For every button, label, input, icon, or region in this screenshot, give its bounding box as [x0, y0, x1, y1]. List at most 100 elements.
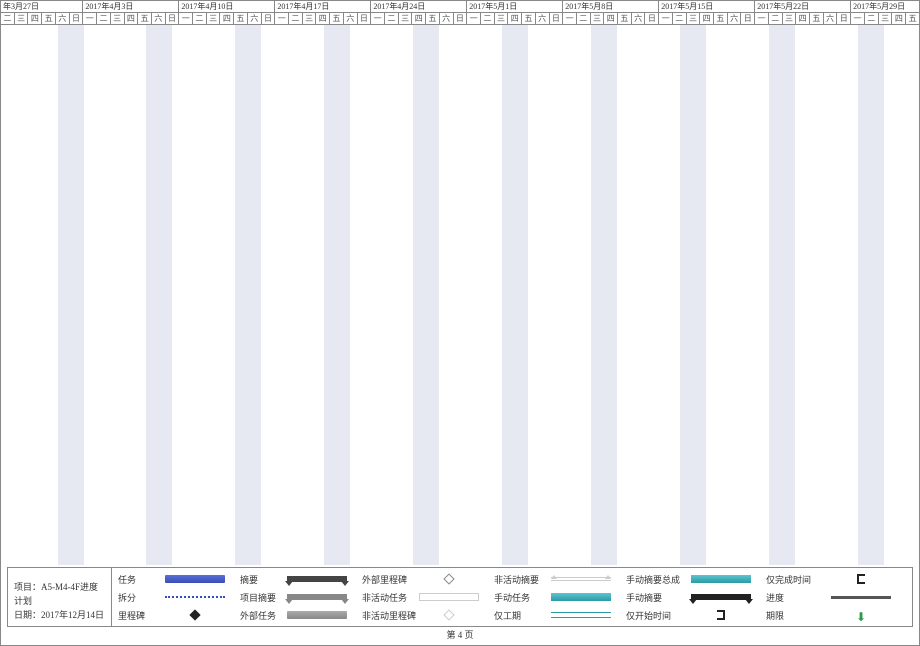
- day-cell: 六: [56, 13, 70, 25]
- day-cell: 二: [97, 13, 111, 25]
- weekend-stripe: [769, 25, 795, 565]
- week-column: 2017年5月1日一二三四五六日: [467, 1, 563, 24]
- day-cell: 二: [1, 13, 15, 25]
- weekend-stripe: [680, 25, 706, 565]
- legend-label-ext-task: 外部任务: [240, 609, 282, 622]
- day-cell: 一: [851, 13, 865, 25]
- legend-label-deadline: 期限: [766, 609, 826, 622]
- day-cell: 五: [906, 13, 919, 25]
- day-cell: 一: [467, 13, 481, 25]
- day-cell: 日: [70, 13, 83, 25]
- day-cell: 五: [810, 13, 824, 25]
- day-cell: 六: [728, 13, 742, 25]
- day-cell: 五: [330, 13, 344, 25]
- project-summary-icon: [287, 594, 347, 600]
- day-cell: 一: [755, 13, 769, 25]
- external-task-icon: [287, 611, 347, 619]
- day-cell: 六: [824, 13, 838, 25]
- day-cell: 五: [618, 13, 632, 25]
- day-cell: 五: [426, 13, 440, 25]
- day-cell: 二: [769, 13, 783, 25]
- day-cell: 六: [440, 13, 454, 25]
- day-cell: 三: [111, 13, 125, 25]
- day-cell: 四: [892, 13, 906, 25]
- legend-label-summary: 摘要: [240, 573, 282, 586]
- day-cell: 三: [15, 13, 29, 25]
- legend-label-ext-ms: 外部里程碑: [362, 573, 414, 586]
- week-label: 2017年5月8日: [563, 1, 658, 13]
- timeline-header: 年3月27日二三四五六日2017年4月3日一二三四五六日2017年4月10日一二…: [1, 1, 919, 25]
- week-label: 年3月27日: [1, 1, 82, 13]
- week-column: 2017年4月24日一二三四五六日: [371, 1, 467, 24]
- start-only-icon: [717, 610, 725, 620]
- week-label: 2017年4月3日: [83, 1, 178, 13]
- day-cell: 四: [316, 13, 330, 25]
- day-cell: 二: [385, 13, 399, 25]
- day-cell: 一: [371, 13, 385, 25]
- day-cell: 三: [207, 13, 221, 25]
- day-cell: 二: [577, 13, 591, 25]
- day-cell: 日: [262, 13, 275, 25]
- day-cell: 四: [700, 13, 714, 25]
- day-cell: 二: [865, 13, 879, 25]
- week-column: 2017年5月8日一二三四五六日: [563, 1, 659, 24]
- day-cell: 一: [83, 13, 97, 25]
- manual-task-icon: [551, 593, 611, 601]
- weekend-stripe: [502, 25, 528, 565]
- gantt-page: 年3月27日二三四五六日2017年4月3日一二三四五六日2017年4月10日一二…: [0, 0, 920, 646]
- day-cell: 四: [220, 13, 234, 25]
- page-number: 第 4 页: [1, 628, 919, 641]
- day-cell: 四: [412, 13, 426, 25]
- manual-summary-icon: [691, 594, 751, 600]
- day-cell: 六: [632, 13, 646, 25]
- week-label: 2017年5月15日: [659, 1, 754, 13]
- week-label: 2017年4月24日: [371, 1, 466, 13]
- week-label: 2017年5月29日: [851, 1, 919, 13]
- finish-only-icon: [857, 574, 865, 584]
- duration-only-icon: [551, 612, 611, 618]
- weekend-stripe: [58, 25, 84, 565]
- gantt-chart-area: [1, 25, 919, 565]
- day-cell: 四: [125, 13, 139, 25]
- legend-label-duration: 仅工期: [494, 609, 546, 622]
- weekend-stripe: [591, 25, 617, 565]
- week-column: 2017年5月15日一二三四五六日: [659, 1, 755, 24]
- inactive-milestone-icon: [443, 609, 454, 620]
- legend-grid: 任务 摘要 外部里程碑 非活动摘要 手动摘要总成 仅完成时间 拆分 项目摘要 非…: [112, 568, 912, 626]
- legend-label-inactive: 非活动任务: [362, 591, 414, 604]
- day-cell: 日: [741, 13, 754, 25]
- day-cell: 四: [604, 13, 618, 25]
- day-cell: 日: [550, 13, 563, 25]
- day-cell: 四: [796, 13, 810, 25]
- week-label: 2017年4月10日: [179, 1, 274, 13]
- day-cell: 六: [536, 13, 550, 25]
- legend-label-milestone: 里程碑: [118, 609, 160, 622]
- day-cell: 日: [454, 13, 467, 25]
- weekend-stripe: [413, 25, 439, 565]
- weekend-stripe: [858, 25, 884, 565]
- day-cell: 三: [303, 13, 317, 25]
- day-cell: 日: [837, 13, 850, 25]
- weekend-stripe: [324, 25, 350, 565]
- day-cell: 一: [179, 13, 193, 25]
- legend-label-finish-only: 仅完成时间: [766, 573, 826, 586]
- day-cell: 五: [42, 13, 56, 25]
- legend-label-start-only: 仅开始时间: [626, 609, 686, 622]
- week-column: 2017年4月17日一二三四五六日: [275, 1, 371, 24]
- weekend-stripe: [235, 25, 261, 565]
- week-label: 2017年5月1日: [467, 1, 562, 13]
- day-cell: 三: [399, 13, 413, 25]
- week-column: 2017年4月10日一二三四五六日: [179, 1, 275, 24]
- inactive-summary-icon: [551, 577, 611, 581]
- day-cell: 六: [152, 13, 166, 25]
- legend-label-inactive-ms: 非活动里程碑: [362, 609, 414, 622]
- week-column: 2017年5月29日一二三四五: [851, 1, 919, 24]
- legend-label-progress: 进度: [766, 591, 826, 604]
- week-label: 2017年4月17日: [275, 1, 370, 13]
- day-cell: 二: [193, 13, 207, 25]
- week-column: 2017年5月22日一二三四五六日: [755, 1, 851, 24]
- day-cell: 二: [289, 13, 303, 25]
- weekend-stripe: [146, 25, 172, 565]
- day-cell: 日: [645, 13, 658, 25]
- external-milestone-icon: [443, 573, 454, 584]
